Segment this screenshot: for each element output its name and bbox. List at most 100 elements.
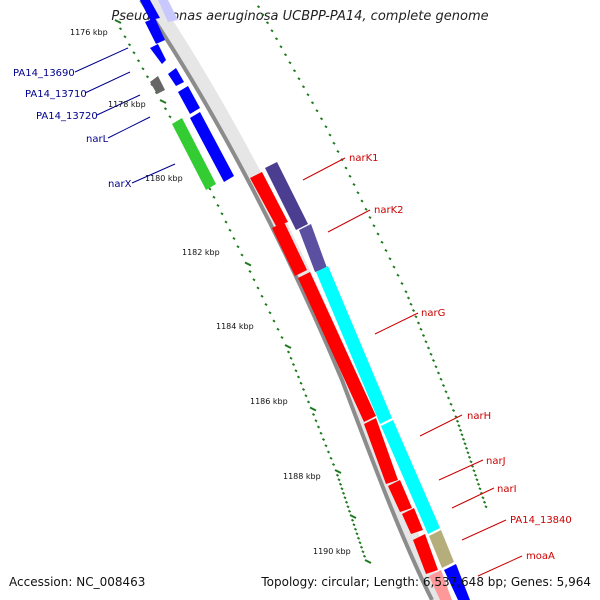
- gene-pa14-13690[interactable]: [150, 44, 166, 64]
- left-leader-lines: [74, 47, 176, 184]
- gene-label-moaA[interactable]: moaA: [526, 551, 555, 562]
- gene-red-1[interactable]: [250, 172, 288, 226]
- gene-label-narI[interactable]: narI: [497, 484, 517, 495]
- gene-label-pa14-13690[interactable]: PA14_13690: [13, 68, 75, 79]
- minor-tick: [343, 496, 347, 500]
- minor-tick: [136, 59, 141, 63]
- gene-purple-2[interactable]: [299, 224, 327, 272]
- gene-label-pa14-13720[interactable]: PA14_13720: [36, 111, 98, 122]
- gene-label-narL[interactable]: narL: [86, 134, 109, 145]
- minor-tick: [355, 532, 359, 536]
- minor-tick: [356, 536, 361, 540]
- minor-tick: [461, 437, 466, 441]
- minor-tick: [356, 191, 360, 195]
- minor-tick: [279, 45, 283, 49]
- gene-red-big[interactable]: [298, 272, 376, 422]
- minor-tick: [404, 290, 408, 294]
- minor-tick: [469, 460, 473, 464]
- minor-tick: [444, 390, 448, 394]
- gene-red-2[interactable]: [272, 222, 307, 276]
- gene-narX[interactable]: [190, 112, 234, 182]
- minor-tick: [301, 85, 306, 89]
- gene-pa14-13710[interactable]: [150, 76, 165, 94]
- minor-tick: [364, 207, 368, 211]
- minor-tick: [362, 554, 367, 558]
- minor-tick: [344, 500, 349, 504]
- gene-red-narI[interactable]: [388, 480, 412, 512]
- minor-tick: [392, 265, 396, 269]
- minor-tick: [463, 442, 467, 446]
- minor-tick: [280, 335, 284, 340]
- gene-pa14-13720[interactable]: [168, 68, 184, 86]
- minor-tick: [388, 257, 392, 261]
- minor-tick: [455, 419, 460, 423]
- minor-tick: [311, 412, 316, 417]
- minor-tick: [441, 383, 446, 388]
- minor-tick: [360, 199, 364, 203]
- gene-narH[interactable]: [381, 420, 440, 534]
- kbp-label: 1180 kbp: [145, 174, 183, 183]
- gene-moaA[interactable]: [413, 534, 438, 574]
- gene-label-narJ[interactable]: narJ: [486, 456, 506, 467]
- gene-red-bottom[interactable]: [429, 570, 452, 600]
- minor-tick: [232, 236, 236, 241]
- major-tick: [309, 406, 317, 412]
- minor-tick: [127, 43, 132, 47]
- gene-blue-top-1[interactable]: [140, 0, 160, 20]
- minor-tick: [352, 182, 356, 187]
- gene-label-pa14-13840[interactable]: PA14_13840: [510, 515, 572, 526]
- kbp-label: 1190 kbp: [313, 547, 351, 556]
- gene-narL[interactable]: [178, 86, 200, 114]
- minor-tick: [292, 69, 297, 73]
- gene-label-pa14-13710[interactable]: PA14_13710: [25, 89, 87, 100]
- kbp-label: 1178 kbp: [108, 100, 146, 109]
- minor-tick: [240, 253, 244, 257]
- gene-label-narX[interactable]: narX: [108, 179, 132, 190]
- accession-text: Accession: NC_008463: [9, 575, 146, 589]
- backbone-shadow: [143, 0, 448, 600]
- gene-label-narK1[interactable]: narK1: [349, 153, 379, 164]
- minor-tick: [353, 527, 358, 531]
- minor-tick: [361, 550, 365, 554]
- minor-tick: [347, 509, 352, 513]
- minor-tick: [350, 518, 355, 522]
- minor-tick: [449, 402, 453, 406]
- major-tick: [284, 344, 292, 349]
- gene-red-small[interactable]: [402, 508, 423, 534]
- minor-tick: [466, 451, 470, 455]
- gene-purple-1[interactable]: [265, 162, 308, 230]
- gene-red-narJ[interactable]: [364, 418, 398, 484]
- minor-tick: [208, 187, 212, 191]
- minor-tick: [304, 394, 308, 398]
- kbp-label: 1186 kbp: [250, 397, 288, 406]
- minor-tick: [436, 371, 441, 375]
- gene-blue-bottom[interactable]: [444, 564, 470, 600]
- minor-tick: [294, 369, 298, 373]
- gene-narG[interactable]: [316, 266, 392, 424]
- gene-green[interactable]: [172, 118, 216, 190]
- minor-tick: [289, 356, 293, 360]
- minor-tick: [261, 13, 265, 17]
- minor-tick: [228, 228, 232, 232]
- gene-blue-top-strand2[interactable]: [158, 0, 178, 22]
- minor-tick: [476, 482, 481, 486]
- minor-tick: [276, 327, 280, 331]
- minor-tick: [359, 545, 364, 549]
- minor-tick: [400, 281, 404, 286]
- major-tick: [114, 19, 122, 24]
- minor-tick: [331, 462, 336, 467]
- gene-blue-top-2[interactable]: [145, 18, 165, 44]
- minor-tick: [484, 505, 488, 509]
- minor-tick: [326, 450, 331, 454]
- minor-tick: [458, 428, 463, 432]
- minor-tick: [321, 437, 326, 442]
- minor-tick: [396, 273, 400, 277]
- gene-label-narK2[interactable]: narK2: [374, 205, 404, 216]
- gene-label-narG[interactable]: narG: [421, 308, 445, 319]
- genome-summary-text: Topology: circular; Length: 6,537,648 bp…: [261, 575, 591, 589]
- minor-tick: [286, 350, 291, 354]
- kbp-labels: 1176 kbp 1178 kbp 1180 kbp 1182 kbp 1184…: [70, 28, 351, 556]
- gene-pa14-13840[interactable]: [429, 530, 454, 568]
- gene-label-narH[interactable]: narH: [467, 411, 491, 422]
